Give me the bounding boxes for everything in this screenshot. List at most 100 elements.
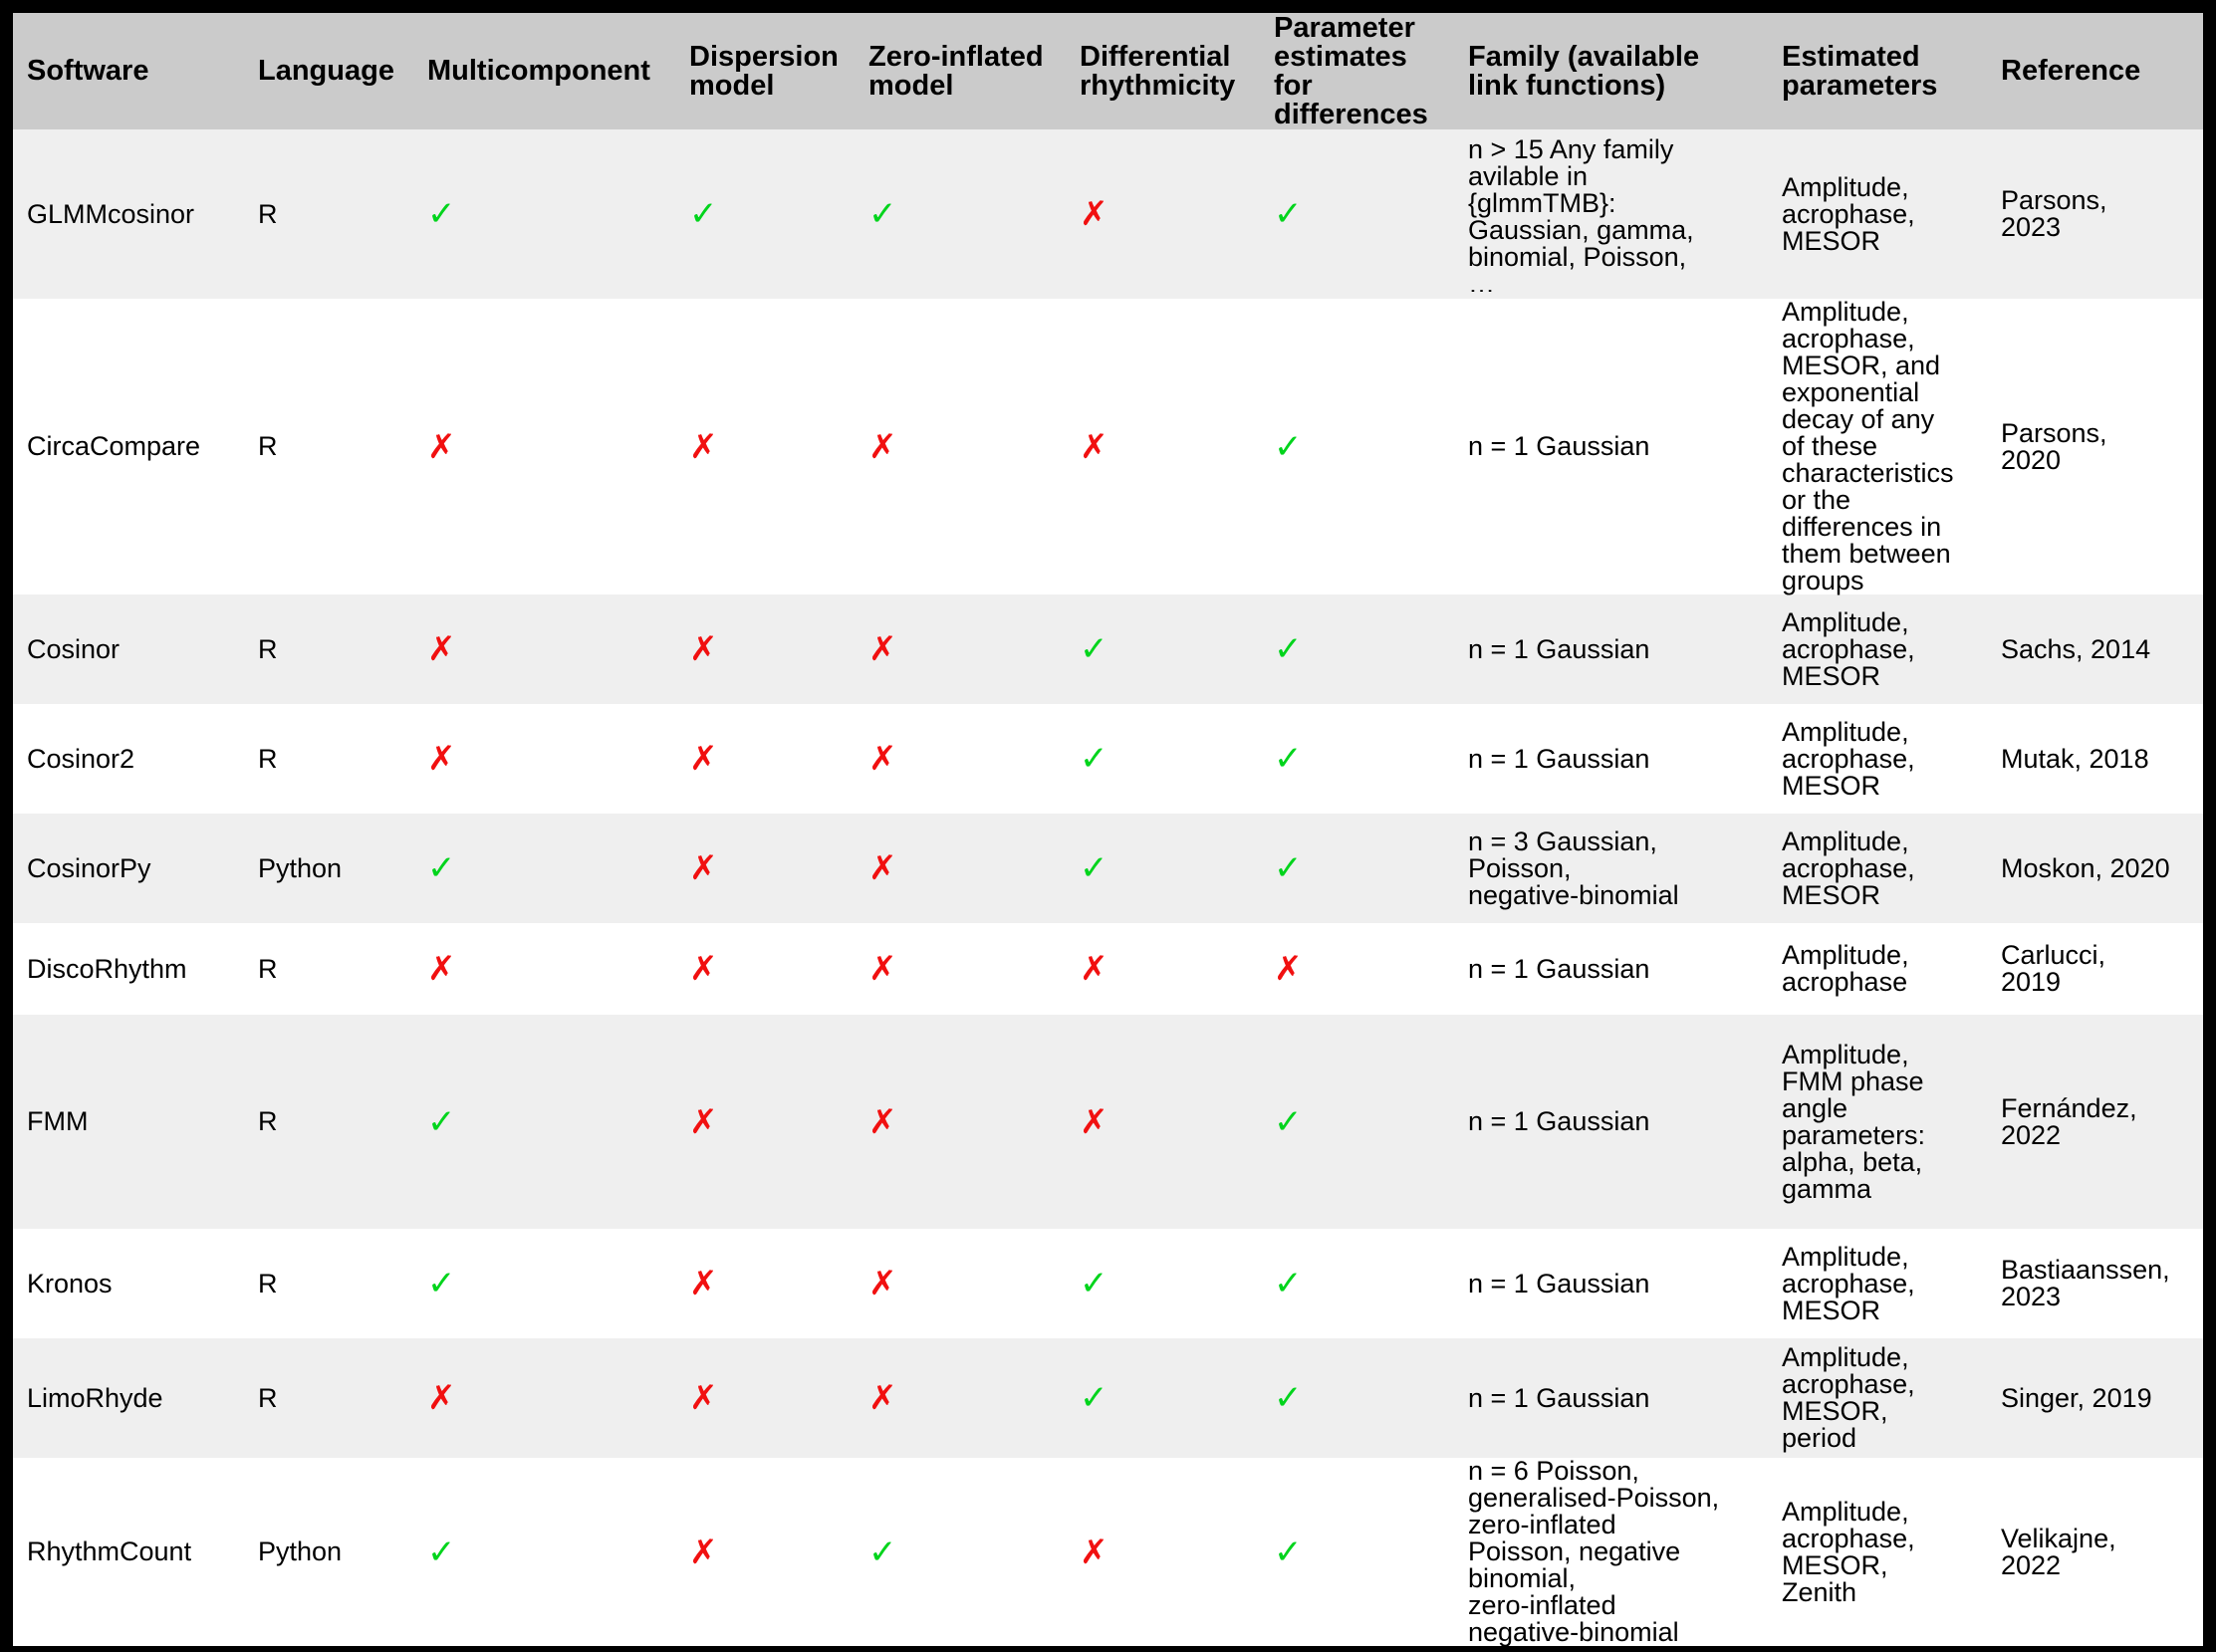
table-row-limorhyde: LimoRhyde R ✗ ✗ ✗ ✓ ✓ n = 1 Gaussian Amplitude, … [13,1338,2203,1458]
zero_inflated_model-cell: ✗ [855,1338,1066,1458]
multicomponent-cell: ✗ [413,594,675,704]
cross-icon: ✗ [1080,426,1108,467]
table-row-cosinor2: Cosinor2 R ✗ ✗ ✗ ✓ ✓ n = 1 Gaussian Amplitude, a… [13,704,2203,814]
column-header-estimated_parameters: Estimated parameters [1768,13,1987,129]
column-header-language: Language [244,13,413,129]
language-cell: R [244,594,413,704]
zero_inflated_model-cell: ✓ [855,129,1066,299]
estimated_parameters-cell: Amplitude, acrophase, MESOR [1768,814,1987,923]
reference-cell: Moskon, 2020 [1987,814,2203,923]
family_link_functions-cell: n = 3 Gaussian, Poisson, negative-binomi… [1454,814,1768,923]
differential_rhythmicity-cell: ✓ [1066,1229,1260,1338]
check-icon: ✓ [1274,1532,1303,1572]
language-text: Python [258,1536,343,1566]
estimated_parameters-text: Amplitude, acrophase [1782,940,1909,997]
dispersion_model-cell: ✗ [675,923,855,1015]
reference-text: Bastiaanssen, 2023 [2001,1255,2170,1311]
differential_rhythmicity-cell: ✗ [1066,1015,1260,1229]
zero_inflated_model-cell: ✗ [855,299,1066,594]
table-row-circacompare: CircaCompare R ✗ ✗ ✗ ✗ ✓ n = 1 Gaussian Amplitud… [13,299,2203,594]
family_link_functions-text: n = 1 Gaussian [1468,1106,1650,1136]
cross-icon: ✗ [427,739,456,779]
estimated_parameters-cell: Amplitude, acrophase, MESOR [1768,704,1987,814]
check-icon: ✓ [1274,1264,1303,1303]
multicomponent-cell: ✗ [413,704,675,814]
family_link_functions-text: n = 1 Gaussian [1468,431,1650,461]
family_link_functions-cell: n = 1 Gaussian [1454,1229,1768,1338]
language-cell: Python [244,814,413,923]
check-icon: ✓ [1274,1101,1303,1142]
differential_rhythmicity-cell: ✗ [1066,923,1260,1015]
check-icon: ✓ [427,1101,456,1142]
reference-cell: Fernández, 2022 [1987,1015,2203,1229]
software-text: DiscoRhythm [27,953,187,984]
reference-cell: Bastiaanssen, 2023 [1987,1229,2203,1338]
multicomponent-cell: ✓ [413,129,675,299]
software-cell: LimoRhyde [13,1338,244,1458]
software-text: GLMMcosinor [27,198,195,229]
family_link_functions-text: n > 15 Any family avilable in {glmmTMB}:… [1468,136,1694,292]
language-text: R [258,953,278,984]
multicomponent-cell: ✓ [413,1015,675,1229]
software-text: RhythmCount [27,1536,192,1566]
software-cell: Cosinor [13,594,244,704]
dispersion_model-cell: ✗ [675,1015,855,1229]
estimated_parameters-text: Amplitude, FMM phase angle parameters: a… [1782,1039,1926,1204]
check-icon: ✓ [1080,848,1108,888]
family_link_functions-text: n = 3 Gaussian, Poisson, negative-binomi… [1468,826,1679,910]
software-text: Kronos [27,1268,113,1298]
family_link_functions-cell: n = 1 Gaussian [1454,1338,1768,1458]
language-cell: R [244,923,413,1015]
reference-cell: Parsons, 2020 [1987,299,2203,594]
dispersion_model-cell: ✗ [675,814,855,923]
estimated_parameters-cell: Amplitude, acrophase, MESOR, and exponen… [1768,299,1987,594]
parameter_estimates_for_differences-cell: ✓ [1260,1015,1454,1229]
software-text: Cosinor [27,633,121,664]
check-icon: ✓ [1274,194,1303,234]
differential_rhythmicity-cell: ✓ [1066,594,1260,704]
cross-icon: ✗ [868,739,897,779]
software-text: LimoRhyde [27,1382,163,1413]
language-cell: R [244,1338,413,1458]
family_link_functions-text: n = 1 Gaussian [1468,1382,1650,1413]
dispersion_model-cell: ✗ [675,1338,855,1458]
estimated_parameters-cell: Amplitude, acrophase [1768,923,1987,1015]
cross-icon: ✗ [1080,1532,1108,1572]
reference-text: Fernández, 2022 [2001,1092,2137,1150]
parameter_estimates_for_differences-cell: ✗ [1260,923,1454,1015]
reference-cell: Parsons, 2023 [1987,129,2203,299]
multicomponent-cell: ✓ [413,1229,675,1338]
table-row-discorhythm: DiscoRhythm R ✗ ✗ ✗ ✗ ✗ n = 1 Gaussian Amplitude… [13,923,2203,1015]
family_link_functions-cell: n = 1 Gaussian [1454,923,1768,1015]
cross-icon: ✗ [689,1532,718,1572]
reference-cell: Mutak, 2018 [1987,704,2203,814]
differential_rhythmicity-cell: ✓ [1066,814,1260,923]
language-text: Python [258,852,343,883]
software-text: Cosinor2 [27,743,135,774]
check-icon: ✓ [868,194,897,234]
family_link_functions-cell: n > 15 Any family avilable in {glmmTMB}:… [1454,129,1768,299]
dispersion_model-cell: ✗ [675,1229,855,1338]
differential_rhythmicity-cell: ✓ [1066,1338,1260,1458]
zero_inflated_model-cell: ✓ [855,1458,1066,1646]
parameter_estimates_for_differences-cell: ✓ [1260,1458,1454,1646]
family_link_functions-cell: n = 1 Gaussian [1454,594,1768,704]
reference-cell: Velikajne, 2022 [1987,1458,2203,1646]
column-header-parameter_estimates_for_differences: Parameter estimates for differences [1260,13,1454,129]
dispersion_model-cell: ✓ [675,129,855,299]
software-cell: FMM [13,1015,244,1229]
check-icon: ✓ [1080,739,1108,779]
multicomponent-cell: ✗ [413,299,675,594]
family_link_functions-cell: n = 1 Gaussian [1454,299,1768,594]
check-icon: ✓ [427,194,456,234]
estimated_parameters-cell: Amplitude, acrophase, MESOR, period [1768,1338,1987,1458]
language-text: R [258,1382,278,1413]
estimated_parameters-text: Amplitude, acrophase, MESOR [1782,606,1915,691]
zero_inflated_model-cell: ✗ [855,704,1066,814]
reference-text: Parsons, 2023 [2001,185,2107,242]
family_link_functions-text: n = 6 Poisson, generalised-Poisson, zero… [1468,1456,1720,1647]
cross-icon: ✗ [427,629,456,669]
dispersion_model-cell: ✗ [675,704,855,814]
reference-text: Singer, 2019 [2001,1382,2152,1413]
language-cell: R [244,129,413,299]
